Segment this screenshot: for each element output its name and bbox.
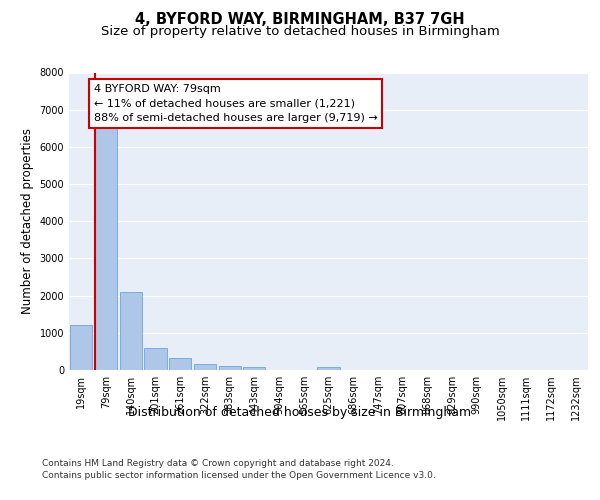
Bar	[243, 367, 265, 370]
Bar	[95, 128, 117, 370]
Text: Size of property relative to detached houses in Birmingham: Size of property relative to detached ho…	[101, 24, 499, 38]
Text: 4 BYFORD WAY: 79sqm
← 11% of detached houses are smaller (1,221)
88% of semi-det: 4 BYFORD WAY: 79sqm ← 11% of detached ho…	[94, 84, 377, 124]
Text: Distribution of detached houses by size in Birmingham: Distribution of detached houses by size …	[128, 406, 472, 419]
Bar	[218, 366, 241, 370]
Bar	[70, 326, 92, 370]
Bar	[119, 292, 142, 370]
Bar	[317, 366, 340, 370]
Text: Contains HM Land Registry data © Crown copyright and database right 2024.: Contains HM Land Registry data © Crown c…	[42, 460, 394, 468]
Y-axis label: Number of detached properties: Number of detached properties	[21, 128, 34, 314]
Text: Contains public sector information licensed under the Open Government Licence v3: Contains public sector information licen…	[42, 472, 436, 480]
Bar	[145, 348, 167, 370]
Bar	[194, 364, 216, 370]
Bar	[169, 358, 191, 370]
Text: 4, BYFORD WAY, BIRMINGHAM, B37 7GH: 4, BYFORD WAY, BIRMINGHAM, B37 7GH	[135, 12, 465, 26]
